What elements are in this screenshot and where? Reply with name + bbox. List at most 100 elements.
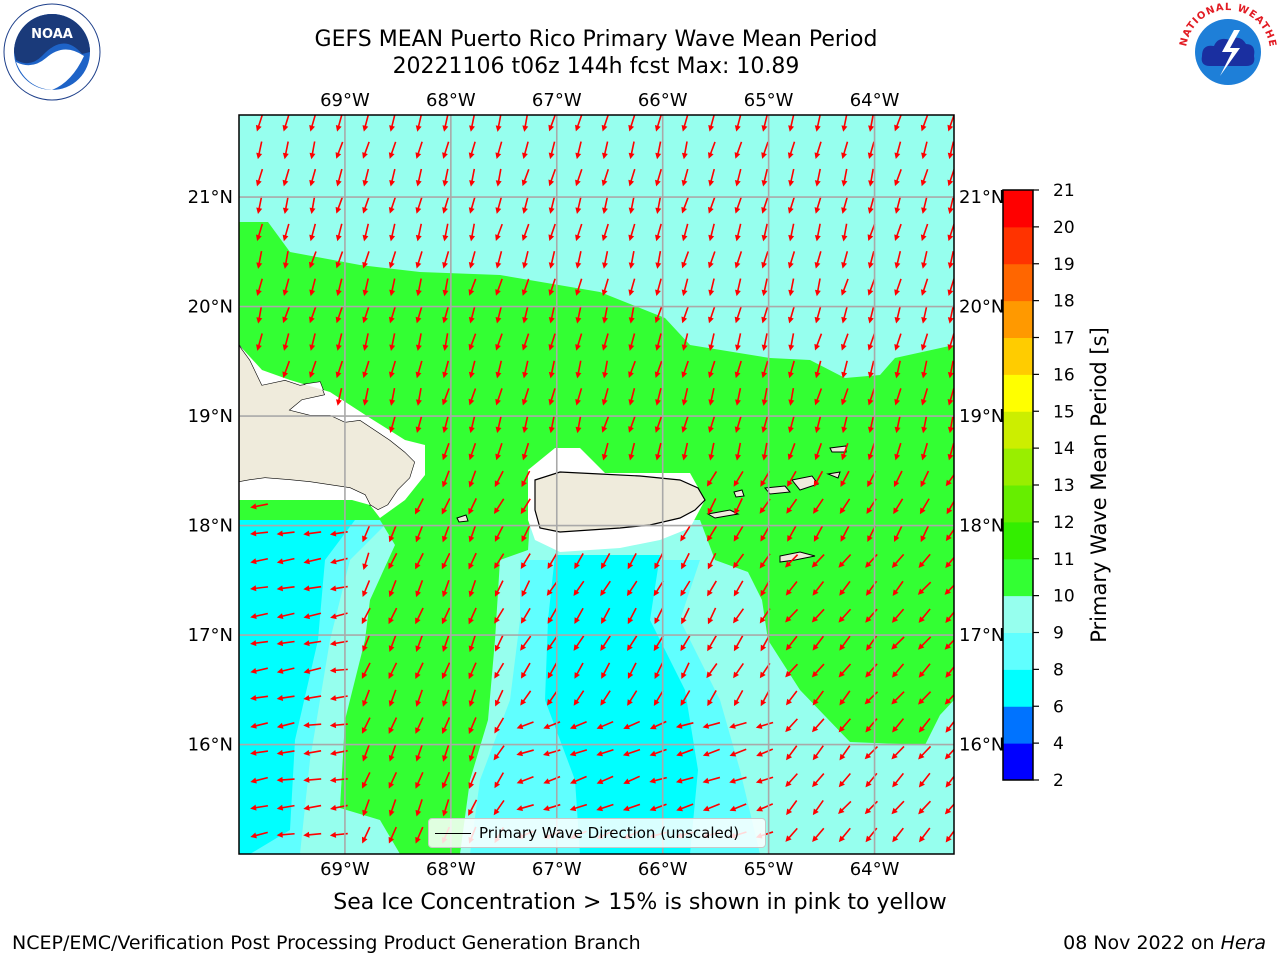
wave-arrow	[918, 663, 931, 678]
wave-arrow	[786, 498, 798, 514]
wave-arrow	[441, 388, 450, 406]
wave-arrow	[811, 663, 825, 678]
wave-arrow	[303, 749, 322, 756]
wave-arrow	[276, 557, 295, 565]
wave-arrow	[601, 115, 609, 132]
wave-arrow	[335, 333, 343, 351]
wave-arrow	[920, 333, 929, 351]
wave-arrow	[814, 360, 822, 379]
wave-arrow	[442, 141, 450, 159]
wave-arrow	[389, 223, 396, 242]
wave-arrow	[841, 115, 848, 132]
wave-arrow	[389, 278, 396, 297]
wave-arrow	[389, 387, 396, 406]
wave-arrow	[812, 773, 825, 788]
wave-arrow	[575, 360, 582, 379]
colorbar-tick-label: 11	[1053, 550, 1075, 570]
noaa-logo: NOAA	[3, 3, 101, 101]
wave-arrow	[892, 827, 904, 843]
wave-arrow	[256, 141, 263, 160]
wave-arrow	[921, 196, 928, 214]
colorbar-segment	[1003, 448, 1033, 486]
wave-arrow	[303, 557, 322, 565]
lon-label-top: 67°W	[532, 90, 582, 111]
wave-arrow	[894, 223, 902, 242]
wave-arrow	[729, 748, 747, 757]
wave-arrow	[415, 580, 424, 598]
lat-label-left: 18°N	[188, 516, 233, 537]
colorbar-segment	[1003, 337, 1033, 375]
wave-arrow	[654, 306, 663, 324]
colorbar-tick-label: 9	[1053, 624, 1064, 644]
wave-arrow	[442, 223, 449, 242]
wave-arrow	[361, 662, 371, 679]
wave-arrow	[388, 772, 398, 789]
wave-arrow	[839, 690, 851, 706]
wave-arrow	[468, 579, 477, 598]
wave-arrow	[575, 196, 582, 214]
wave-arrow	[921, 305, 928, 324]
wave-arrow	[494, 470, 504, 488]
wave-arrow	[947, 141, 954, 160]
wave-arrow	[814, 305, 822, 324]
wave-arrow	[921, 360, 928, 379]
wave-arrow	[494, 580, 504, 597]
lat-label-left: 21°N	[188, 187, 233, 208]
wave-arrow	[868, 168, 875, 187]
wave-arrow	[575, 141, 582, 160]
wave-arrow	[276, 695, 295, 701]
wave-arrow	[362, 141, 370, 159]
wave-arrow	[627, 607, 637, 625]
wave-arrow	[495, 141, 503, 160]
wave-arrow	[494, 498, 505, 515]
wave-arrow	[812, 635, 825, 651]
wave-arrow	[867, 251, 875, 269]
colorbar-segment	[1003, 374, 1033, 412]
wave-arrow	[655, 442, 662, 461]
wave-arrow	[335, 360, 344, 379]
wave-arrow	[708, 115, 715, 132]
wave-arrow	[521, 470, 531, 488]
wave-arrow	[867, 196, 875, 214]
wave-arrow	[388, 607, 398, 625]
wave-arrow	[761, 196, 769, 214]
wave-arrow	[388, 525, 397, 543]
wave-arrow	[282, 250, 289, 269]
wave-arrow	[707, 635, 717, 652]
wave-arrow	[250, 722, 268, 729]
wave-arrow	[335, 388, 343, 406]
wave-arrow	[362, 168, 370, 187]
lon-label-top: 66°W	[638, 90, 688, 111]
wave-arrow	[388, 717, 398, 734]
colorbar-segment	[1003, 411, 1033, 449]
lat-labels-left: 21°N 20°N 19°N 18°N 17°N 16°N	[188, 187, 233, 755]
wave-arrow	[787, 470, 797, 487]
wave-arrow	[814, 196, 822, 214]
wave-arrow	[788, 278, 795, 297]
wave-arrow	[493, 745, 505, 761]
wave-arrow	[255, 168, 264, 187]
wave-arrow	[702, 748, 720, 757]
wave-arrow	[543, 803, 561, 812]
colorbar-tick-label: 2	[1053, 771, 1064, 791]
wave-arrow	[548, 333, 556, 351]
wave-arrow	[892, 772, 905, 788]
wave-arrow	[649, 803, 667, 812]
wave-arrow	[894, 415, 901, 434]
wave-arrow	[627, 635, 638, 652]
wave-arrow	[441, 607, 451, 625]
wave-arrow	[761, 415, 769, 434]
noaa-logo-text: NOAA	[31, 27, 73, 42]
wave-arrow	[628, 388, 636, 406]
wave-arrow	[415, 689, 424, 707]
wave-arrow	[309, 278, 316, 297]
colorbar-segment	[1003, 485, 1033, 523]
wave-arrow	[547, 662, 558, 679]
legend: Primary Wave Direction (unscaled)	[428, 818, 766, 848]
wave-arrow	[362, 251, 370, 269]
wave-arrow	[250, 612, 268, 619]
land-mona-island	[456, 514, 469, 523]
lon-label-bottom: 68°W	[426, 859, 476, 880]
wave-arrow	[707, 498, 717, 515]
lon-label-top: 64°W	[850, 90, 900, 111]
